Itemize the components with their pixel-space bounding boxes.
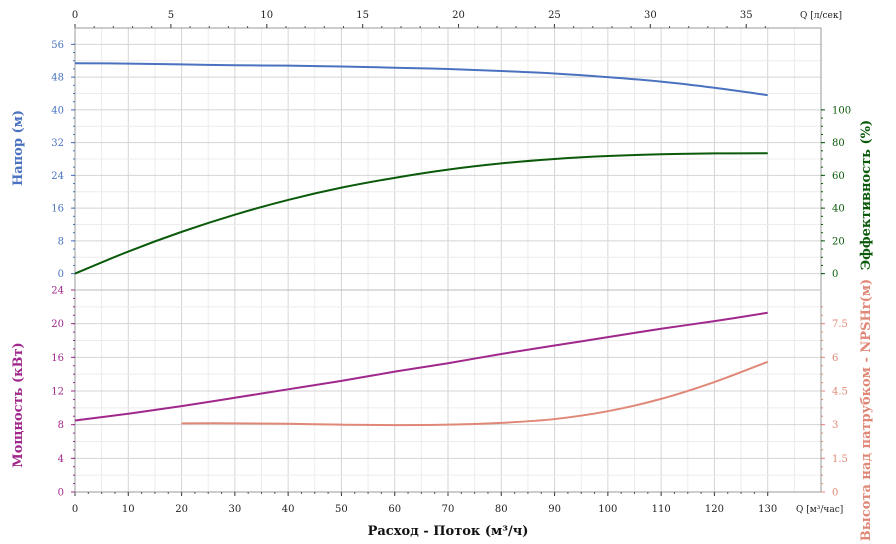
x-tick-label: 70 xyxy=(442,504,455,515)
npshr-tick-label: 4.5 xyxy=(832,387,848,398)
series-layer xyxy=(74,62,769,427)
x-top-tick-label: 5 xyxy=(168,10,174,21)
x-tick-label: 100 xyxy=(598,504,617,515)
power-curve xyxy=(74,311,768,422)
power-axis-title: Мощность (кВт) xyxy=(11,342,26,467)
x-tick-label: 80 xyxy=(495,504,508,515)
efficiency-curve xyxy=(74,152,768,275)
x-tick-label: 50 xyxy=(335,504,348,515)
efficiency-tick-label: 60 xyxy=(832,171,845,182)
head-curve xyxy=(74,62,768,97)
x-top-tick-label: 15 xyxy=(356,10,369,21)
efficiency-tick-label: 100 xyxy=(832,105,851,116)
head-tick-label: 48 xyxy=(51,73,64,84)
npshr-axis-title: Высота над патрубком - NPSHr(м) xyxy=(859,279,874,541)
x-top-tick-label: 35 xyxy=(740,10,753,21)
x-tick-label: 40 xyxy=(282,504,295,515)
x-top-tick-label: 20 xyxy=(452,10,465,21)
power-tick-label: 0 xyxy=(58,488,64,499)
power-tick-label: 16 xyxy=(51,353,64,364)
head-tick-label: 40 xyxy=(51,105,64,116)
npshr-tick-label: 7.5 xyxy=(832,319,848,330)
power-tick-label: 8 xyxy=(58,420,64,431)
x-axis-top-unit: Q [л/сек] xyxy=(800,11,842,21)
head-tick-label: 8 xyxy=(58,236,64,247)
x-tick-label: 0 xyxy=(72,504,78,515)
head-tick-label: 16 xyxy=(51,204,64,215)
head-tick-label: 0 xyxy=(58,269,64,280)
x-top-tick-label: 30 xyxy=(644,10,657,21)
x-top-tick-label: 25 xyxy=(548,10,561,21)
head-axis-title: Напор (м) xyxy=(11,110,26,186)
efficiency-tick-label: 40 xyxy=(832,204,845,215)
x-tick-label: 20 xyxy=(175,504,188,515)
x-tick-label: 10 xyxy=(122,504,135,515)
grid xyxy=(74,28,822,493)
npshr-curve xyxy=(181,360,769,427)
x-tick-label: 60 xyxy=(388,504,401,515)
head-tick-label: 56 xyxy=(51,40,64,51)
efficiency-axis-title: Эффективность (%) xyxy=(859,120,874,270)
npshr-tick-label: 6 xyxy=(832,353,838,364)
power-tick-label: 24 xyxy=(51,286,64,297)
x-axis-bottom-unit: Q [м³/час] xyxy=(796,505,843,515)
power-tick-label: 12 xyxy=(51,387,64,398)
efficiency-tick-label: 20 xyxy=(832,236,845,247)
power-tick-label: 4 xyxy=(58,454,64,465)
x-tick-label: 120 xyxy=(705,504,724,515)
efficiency-tick-label: 80 xyxy=(832,138,845,149)
power-tick-label: 20 xyxy=(51,319,64,330)
npshr-tick-label: 1.5 xyxy=(832,454,848,465)
x-tick-label: 90 xyxy=(548,504,561,515)
efficiency-tick-label: 0 xyxy=(832,269,838,280)
x-top-tick-label: 10 xyxy=(260,10,273,21)
npshr-tick-label: 0 xyxy=(832,488,838,499)
x-tick-label: 110 xyxy=(652,504,671,515)
x-top-tick-label: 0 xyxy=(72,10,78,21)
head-tick-label: 24 xyxy=(51,171,64,182)
npshr-tick-label: 3 xyxy=(832,420,838,431)
x-axis-title: Расход - Поток (м³/ч) xyxy=(368,524,529,539)
head-tick-label: 32 xyxy=(51,138,64,149)
x-tick-label: 30 xyxy=(228,504,241,515)
x-tick-label: 130 xyxy=(758,504,777,515)
